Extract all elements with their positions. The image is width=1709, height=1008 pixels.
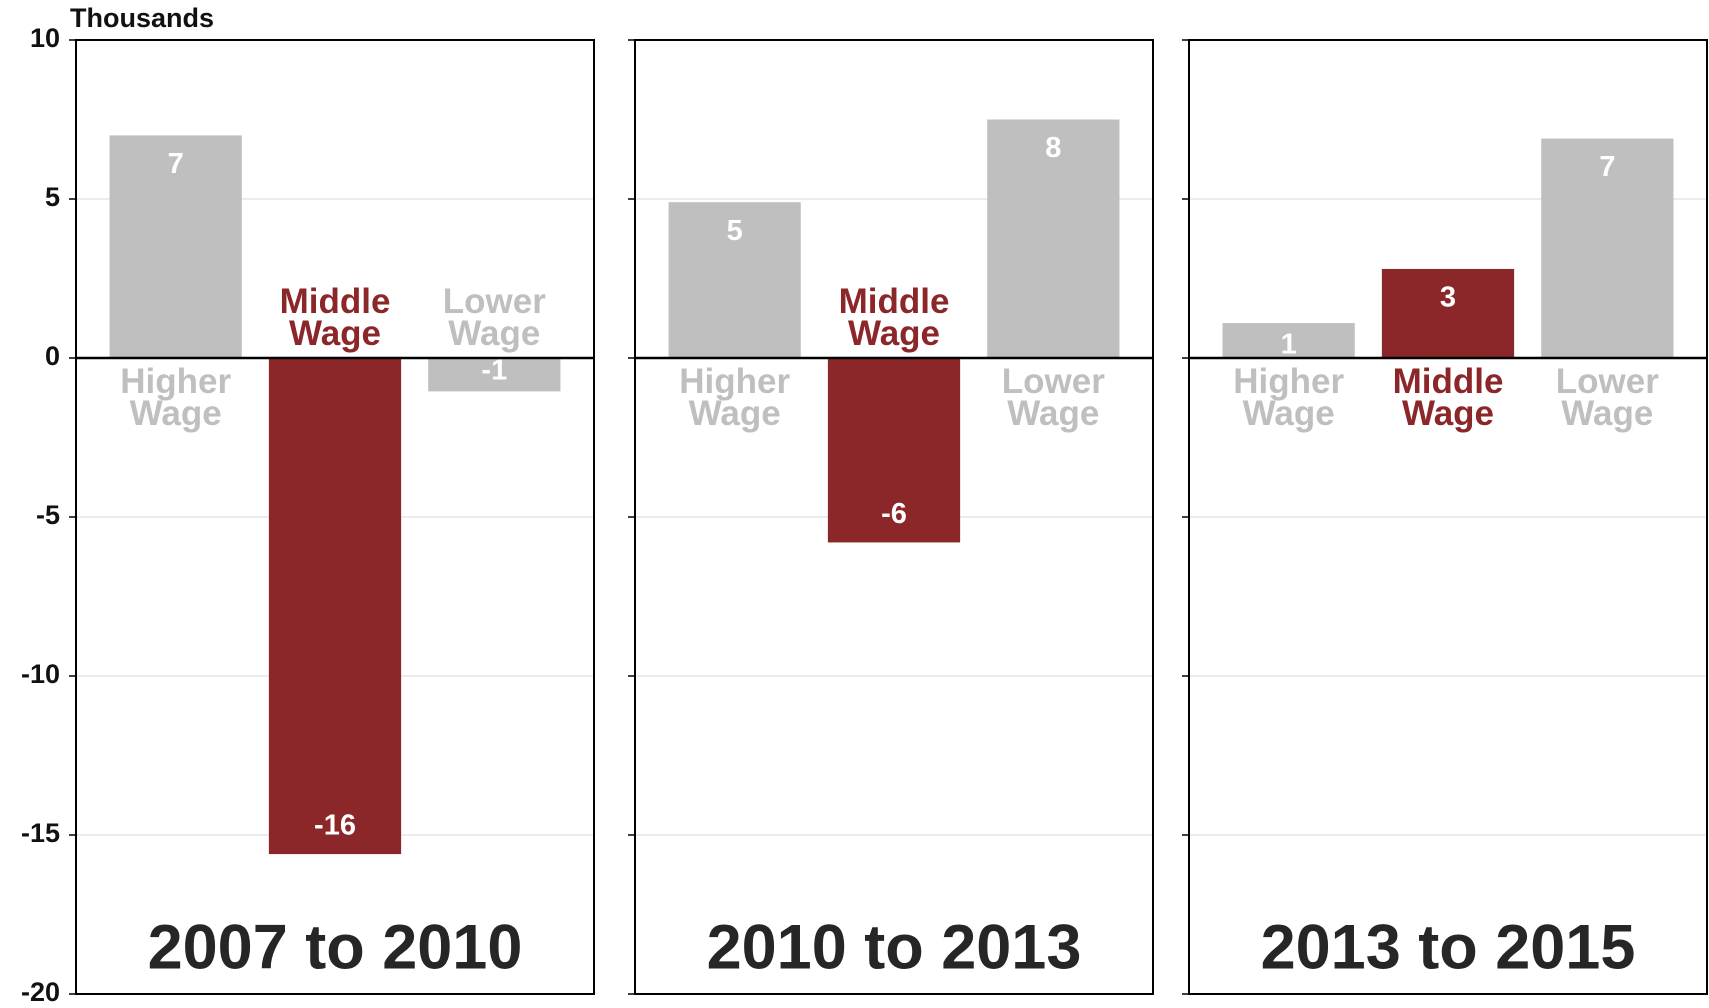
- category-label: Middle Wage: [279, 282, 391, 353]
- value-label: 5: [727, 215, 743, 247]
- y-axis-label: Thousands: [70, 3, 214, 33]
- y-tick-label: -10: [21, 659, 60, 689]
- category-label: Higher Wage: [679, 362, 791, 433]
- bar: [109, 135, 242, 358]
- bar: [668, 202, 801, 358]
- value-label: -16: [314, 810, 356, 842]
- bar: [1541, 138, 1674, 358]
- value-label: 7: [168, 148, 184, 180]
- y-tick-label: -15: [21, 818, 60, 848]
- category-label: Higher Wage: [120, 362, 232, 433]
- category-label: Lower Wage: [1001, 362, 1105, 433]
- value-label: 3: [1440, 282, 1456, 314]
- category-label: Higher Wage: [1233, 362, 1345, 433]
- panel-title: 2010 to 2013: [707, 913, 1082, 983]
- panel-title: 2007 to 2010: [148, 913, 523, 983]
- panel-title: 2013 to 2015: [1261, 913, 1636, 983]
- panel-frame: [1188, 39, 1708, 995]
- y-tick-label: 0: [45, 341, 60, 371]
- value-label: -1: [481, 355, 507, 387]
- category-label: Middle Wage: [1392, 362, 1504, 433]
- value-label: -6: [881, 498, 907, 530]
- panel-frame: [75, 39, 595, 995]
- y-tick-label: -20: [21, 977, 60, 1007]
- bar: [827, 358, 961, 543]
- bar: [1381, 268, 1515, 358]
- y-tick-label: 5: [45, 182, 60, 212]
- category-label: Middle Wage: [838, 282, 950, 353]
- value-label: 7: [1599, 151, 1615, 183]
- bar: [1222, 323, 1355, 358]
- category-label: Lower Wage: [442, 282, 546, 353]
- bar: [268, 358, 402, 855]
- bar: [987, 119, 1120, 358]
- bar: [428, 358, 561, 392]
- panel-frame: [634, 39, 1154, 995]
- category-label: Lower Wage: [1555, 362, 1659, 433]
- value-label: 8: [1045, 132, 1061, 164]
- value-label: 1: [1281, 329, 1297, 361]
- y-tick-label: -5: [36, 500, 60, 530]
- y-tick-label: 10: [30, 23, 60, 53]
